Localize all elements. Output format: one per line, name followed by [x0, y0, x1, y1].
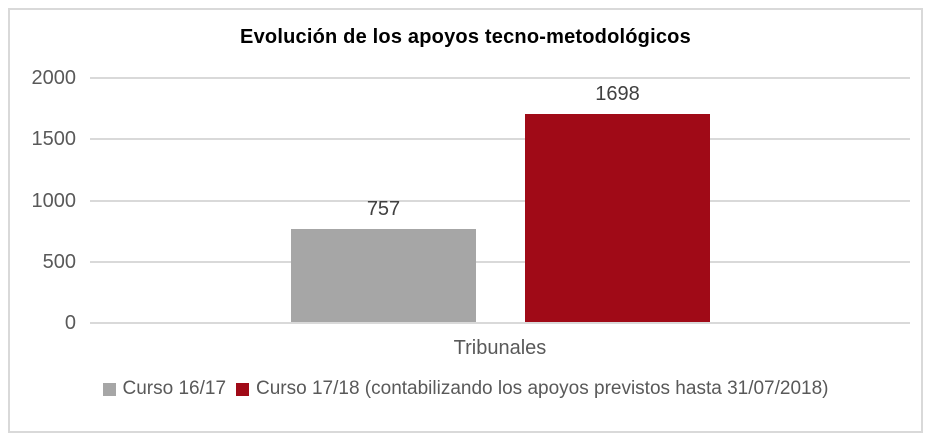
- y-axis-tick-label: 500: [42, 251, 76, 273]
- y-axis-tick-label: 1500: [31, 128, 77, 150]
- bar-value-label-curso-17-18: 1698: [595, 83, 640, 105]
- bar-curso-16-17: 757: [291, 198, 476, 322]
- legend-item-curso-16-17: Curso 16/17: [102, 378, 227, 400]
- y-axis-tick-label: 1000: [31, 190, 77, 212]
- y-axis-tick-label: 2000: [31, 67, 77, 89]
- y-axis-tick-label: 0: [64, 312, 76, 334]
- bar-curso-17-18: 1698: [525, 83, 710, 322]
- legend-marker-square-icon: [102, 382, 116, 396]
- legend-label: Curso 16/17: [122, 378, 227, 399]
- bar-value-label-curso-16-17: 757: [366, 198, 401, 221]
- chart-title: Evolución de los apoyos tecno-metodológi…: [240, 26, 691, 48]
- legend-marker-square-icon: [236, 382, 250, 396]
- gridline-2000: [90, 77, 910, 79]
- legend-label: Curso 17/18 (contabilizando los apoyos p…: [256, 378, 829, 399]
- legend-item-curso-17-18: Curso 17/18 (contabilizando los apoyos p…: [236, 378, 828, 400]
- gridline-1000: [90, 199, 910, 202]
- x-axis-baseline: [90, 322, 910, 324]
- x-axis-category-label: Tribunales: [453, 337, 547, 359]
- gridline-500: [90, 260, 910, 263]
- gridline-1500: [90, 138, 910, 141]
- plot-area: 757 1698: [90, 77, 910, 324]
- legend: Curso 16/17 Curso 17/18 (contabilizando …: [8, 378, 923, 400]
